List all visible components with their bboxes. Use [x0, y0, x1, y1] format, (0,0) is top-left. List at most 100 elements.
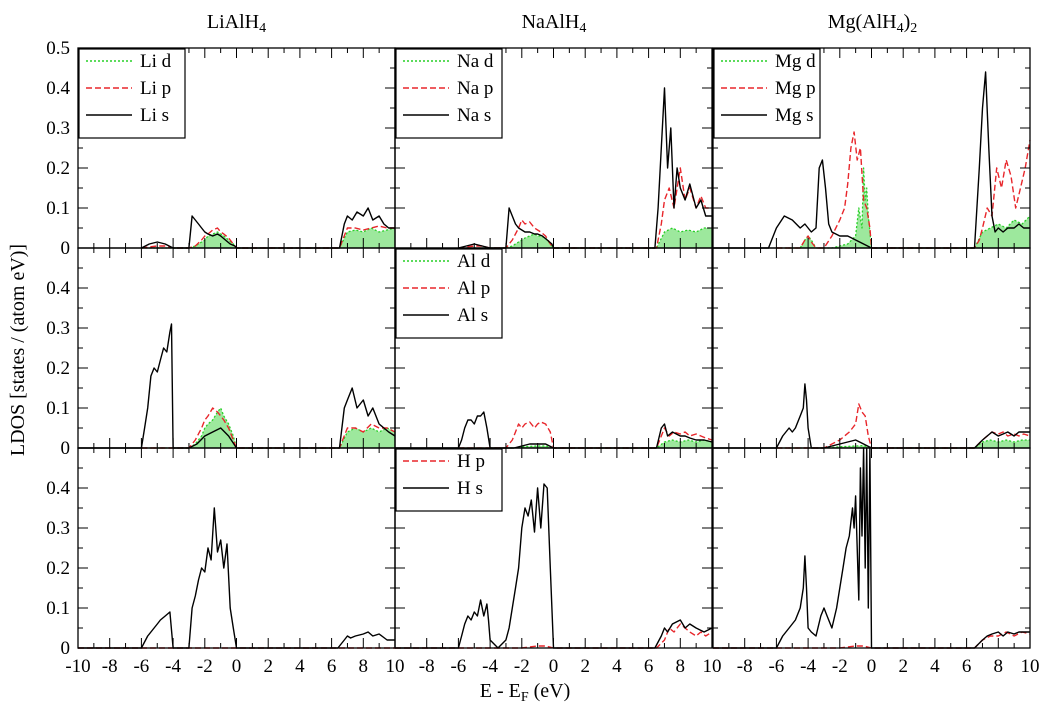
legend-box [713, 48, 821, 139]
x-tick-label: 0 [549, 656, 559, 677]
y-tick-label: 0.2 [46, 558, 70, 579]
y-tick-label: 0.5 [46, 38, 70, 59]
panel-r0-c2 [712, 47, 1031, 249]
panel-frame [77, 247, 396, 449]
column-title-part: LiAlH [207, 11, 259, 33]
series-d-line [141, 227, 396, 249]
legend-label: H p [457, 451, 485, 472]
panel-r1-c2 [712, 247, 1031, 449]
x-tick-label: -4 [482, 656, 498, 677]
panel-r2-c2 [712, 447, 1031, 649]
x-tick-label: -10 [65, 656, 90, 677]
panel-r2-c0 [77, 447, 396, 649]
y-tick-label: 0.1 [46, 198, 70, 219]
x-axis-title-subscript: F [521, 690, 529, 702]
y-tick-label: 0.4 [46, 78, 70, 99]
x-tick-labels: -10 -8 -6 -4 -2 0 2 4 6 8 10 -8 -6 -4 -2 0 2 4 6 8 10 -8 -6 -4-… [65, 656, 1039, 677]
x-axis-title: E - EF (eV) [480, 680, 571, 702]
x-tick-label: 8 [994, 656, 1004, 677]
x-tick-label: -6 [768, 656, 784, 677]
panel-r1-c0 [77, 247, 396, 449]
series-d-area [776, 168, 1030, 248]
x-tick-label: -2 [514, 656, 530, 677]
x-tick-label: 4 [930, 656, 940, 677]
x-tick-label: 4 [295, 656, 305, 677]
x-tick-label: 10 [1021, 656, 1040, 677]
series-s-line [458, 87, 712, 249]
legend-r0-c0: Li d Li p Li s [78, 48, 186, 139]
y-tick-label: 0.4 [46, 478, 70, 499]
legend-label: Mg p [775, 78, 816, 99]
series-s-line [395, 411, 713, 449]
x-tick-label: 0 [867, 656, 877, 677]
x-tick-label: 6 [644, 656, 654, 677]
legend-box [395, 248, 503, 339]
series-s-line [395, 483, 713, 649]
y-tick-label: 0.3 [46, 518, 70, 539]
panel-r0-c1 [394, 47, 713, 249]
x-tick-label: -6 [133, 656, 149, 677]
series-d-area [458, 440, 712, 448]
y-tick-label: 0 [61, 638, 71, 659]
y-tick-label: 0 [61, 238, 71, 259]
panel-frame [77, 447, 396, 649]
column-title: Mg(AlH4)2 [828, 11, 918, 36]
column-title-part: ) [904, 11, 911, 33]
legend-r2-c1: H p H s [395, 448, 503, 512]
column-title-part: 4 [897, 21, 904, 36]
column-title-part: 2 [910, 21, 917, 36]
y-axis-title: LDOS [states / (atom eV)] [7, 244, 29, 456]
legend-label: Al p [457, 278, 490, 299]
x-tick-label: 10 [386, 656, 405, 677]
y-tick-label: 0.3 [46, 318, 70, 339]
series-p-line [395, 623, 713, 649]
series-p-line [141, 407, 396, 449]
y-tick-label: 0.1 [46, 398, 70, 419]
legend-label: Na d [457, 51, 494, 72]
column-title: LiAlH4 [207, 11, 266, 36]
x-tick-label: 6 [962, 656, 972, 677]
legend-label: Mg d [775, 51, 816, 72]
x-tick-label: 2 [898, 656, 908, 677]
legend-label: Al d [457, 251, 491, 272]
y-tick-label: 0.2 [46, 158, 70, 179]
y-tick-label: 0.1 [46, 598, 70, 619]
series-s-line [78, 507, 395, 649]
x-axis-title-units: (eV) [529, 680, 571, 702]
legend-label: Li d [140, 51, 172, 72]
panel-r2-c1 [394, 447, 713, 649]
legend-r0-c1: Na d Na p Na s [395, 48, 503, 139]
x-axis-title-main: E - E [480, 680, 521, 702]
series-s-line [713, 383, 1030, 449]
column-titles: LiAlH4 NaAlH4 Mg(AlH4)2 [207, 11, 917, 36]
legend-r0-c2: Mg d Mg p Mg s [713, 48, 821, 139]
x-tick-label: -4 [800, 656, 816, 677]
legend-label: Mg s [775, 105, 814, 126]
y-tick-label: 0.3 [46, 118, 70, 139]
series-p-line [776, 131, 1031, 249]
legend-label: Li p [140, 78, 171, 99]
y-tick-label: 0 [61, 438, 71, 459]
series-s-line [78, 323, 396, 449]
legend-box [78, 48, 186, 139]
legend-label: Al s [457, 305, 488, 326]
x-tick-label: -8 [737, 656, 753, 677]
column-title-part: 4 [579, 21, 586, 36]
x-tick-label: 10 [703, 656, 722, 677]
series-d-area [776, 440, 1030, 448]
x-tick-label: 6 [327, 656, 337, 677]
y-tick-label: 0.2 [46, 358, 70, 379]
column-title-part: 4 [259, 21, 266, 36]
legend-box [395, 48, 503, 139]
legend-box [395, 448, 503, 512]
legend-label: H s [457, 478, 483, 499]
panel-grid: Li d Li p Li s Na d Na p Na s Mg d Mg p Mg s Al d… [77, 47, 1031, 649]
y-tick-label: 0.4 [46, 278, 70, 299]
x-tick-label: 4 [612, 656, 622, 677]
x-tick-label: -8 [419, 656, 435, 677]
legend-label: Na p [457, 78, 493, 99]
x-tick-label: -8 [102, 656, 118, 677]
series-s-line [713, 447, 1030, 649]
x-tick-label: 2 [580, 656, 590, 677]
